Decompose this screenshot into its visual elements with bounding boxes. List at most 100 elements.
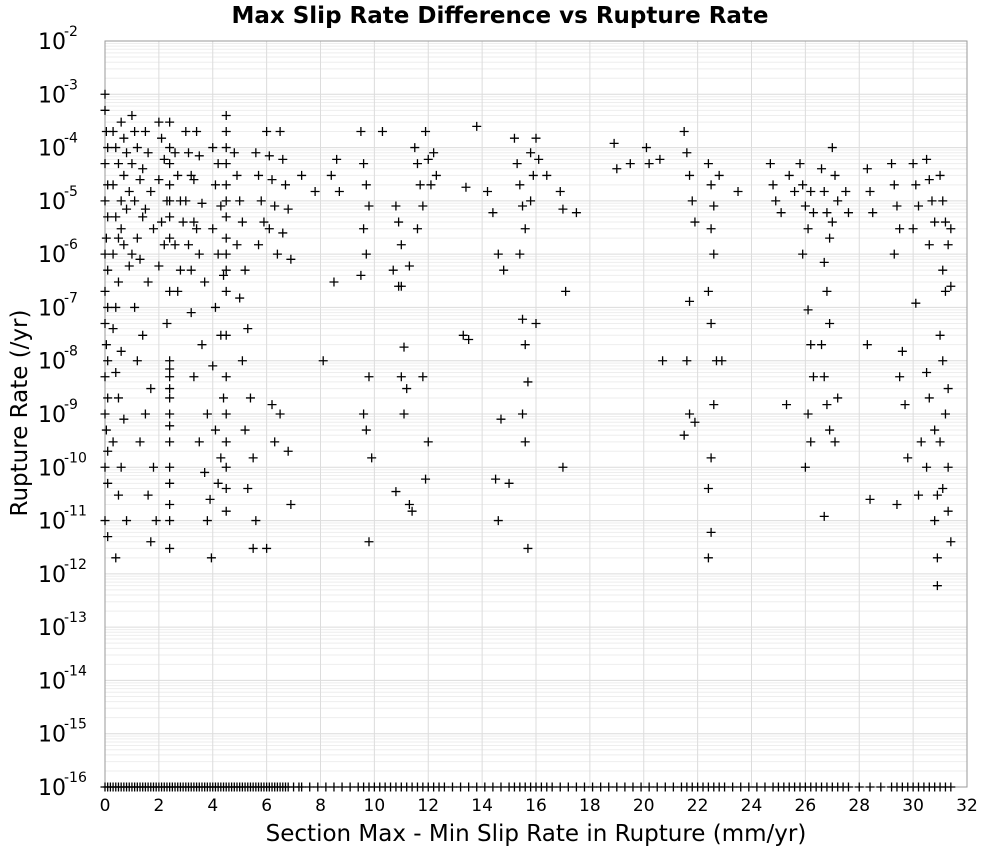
data-point [170, 148, 180, 158]
data-point [800, 462, 810, 472]
data-point [130, 127, 140, 137]
data-point [165, 180, 175, 190]
data-point [243, 324, 253, 334]
data-point [391, 201, 401, 211]
floor-data-point [660, 782, 670, 792]
data-point [146, 186, 156, 196]
data-point [143, 148, 153, 158]
data-point [862, 340, 872, 350]
data-point [189, 217, 199, 227]
y-tick-exponent: -13 [64, 610, 87, 626]
data-point [515, 249, 525, 259]
data-point [286, 254, 296, 264]
data-point [429, 148, 439, 158]
data-point [483, 186, 493, 196]
data-point [555, 186, 565, 196]
x-tick-label: 32 [956, 796, 978, 816]
data-point [181, 196, 191, 206]
floor-data-point [604, 782, 614, 792]
data-point [256, 196, 266, 206]
y-tick-exponent: -10 [64, 450, 87, 466]
data-point [235, 196, 245, 206]
y-tick-exponent: -4 [64, 131, 78, 147]
data-point [396, 281, 406, 291]
data-point [685, 409, 695, 419]
y-tick-exponent: -14 [64, 663, 87, 679]
data-point [151, 516, 161, 526]
floor-data-point [563, 782, 573, 792]
data-point [946, 224, 956, 234]
data-point [197, 340, 207, 350]
y-tick-base: 10 [38, 190, 66, 215]
y-tick-exponent: -16 [64, 770, 87, 786]
data-point [143, 490, 153, 500]
data-point [897, 346, 907, 356]
y-tick-exponent: -6 [64, 237, 78, 253]
data-point [221, 409, 231, 419]
y-tick-base: 10 [38, 723, 66, 748]
data-point [124, 261, 134, 271]
data-point [221, 286, 231, 296]
data-point [364, 537, 374, 547]
data-point [122, 148, 132, 158]
x-tick-label: 18 [579, 796, 601, 816]
data-point [911, 298, 921, 308]
data-point [173, 170, 183, 180]
data-point [833, 196, 843, 206]
data-point [825, 233, 835, 243]
x-tick-label: 6 [261, 796, 272, 816]
data-point [782, 400, 792, 410]
x-tick-label: 0 [100, 796, 111, 816]
data-point [822, 400, 832, 410]
data-point [116, 196, 126, 206]
data-point [192, 127, 202, 137]
data-point [423, 437, 433, 447]
data-point [219, 270, 229, 280]
data-point [221, 196, 231, 206]
floor-data-point [728, 782, 738, 792]
data-point [817, 164, 827, 174]
x-tick-label: 30 [902, 796, 924, 816]
data-point [800, 201, 810, 211]
data-point [219, 393, 229, 403]
y-tick-base: 10 [38, 403, 66, 428]
data-point [119, 133, 129, 143]
data-point [404, 261, 414, 271]
data-point [841, 186, 851, 196]
data-point [165, 437, 175, 447]
data-point [493, 249, 503, 259]
data-point [165, 421, 175, 431]
y-tick-label: 10-12 [38, 557, 87, 588]
data-point [216, 201, 226, 211]
floor-data-point [337, 782, 347, 792]
floor-data-point [313, 782, 323, 792]
data-point [283, 204, 293, 214]
data-point [101, 425, 111, 435]
floor-data-point [321, 782, 331, 792]
data-point [140, 204, 150, 214]
y-tick-base: 10 [38, 137, 66, 162]
data-point [100, 462, 110, 472]
x-tick-label: 10 [364, 796, 386, 816]
data-point [402, 384, 412, 394]
data-point [165, 543, 175, 553]
data-point [318, 356, 328, 366]
data-point [609, 138, 619, 148]
data-point [415, 180, 425, 190]
data-point [154, 117, 164, 127]
data-point [458, 330, 468, 340]
data-point [523, 543, 533, 553]
data-point [165, 478, 175, 488]
floor-data-point [636, 782, 646, 792]
data-point [100, 249, 110, 259]
data-point [803, 305, 813, 315]
floor-data-point [579, 782, 589, 792]
y-tick-label: 10-14 [38, 663, 87, 694]
data-point [213, 478, 223, 488]
grid-lines [104, 40, 968, 788]
data-point [101, 340, 111, 350]
data-point [843, 208, 853, 218]
floor-data-point [472, 782, 482, 792]
data-point [165, 117, 175, 127]
data-point [254, 240, 264, 250]
